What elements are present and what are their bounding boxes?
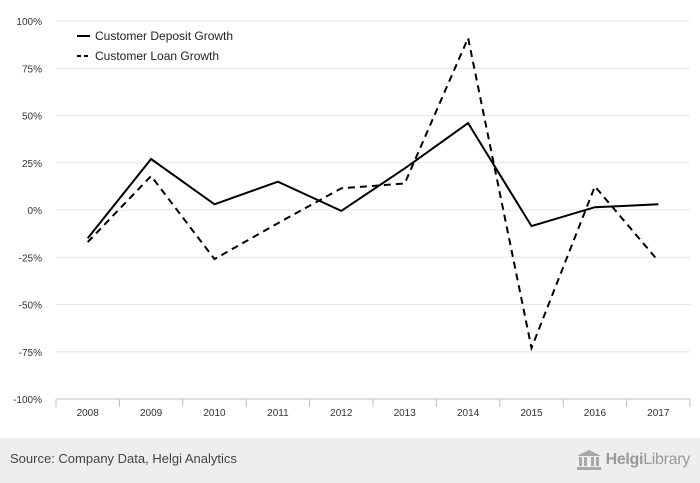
- series-lines: [86, 34, 660, 352]
- y-tick-label: 100%: [16, 17, 42, 28]
- x-tick-label: 2015: [520, 408, 543, 419]
- library-building-icon: [576, 450, 601, 470]
- y-tick-label: 75%: [22, 64, 42, 75]
- y-tick-label: -100%: [13, 395, 42, 406]
- brand-name-bold: Helgi: [605, 451, 644, 468]
- x-tick-label: 2012: [330, 408, 353, 419]
- line-chart: 100%75%50%25%0%-25%-50%-75%-100% 2008 200…: [13, 17, 691, 419]
- gridlines: [56, 20, 690, 353]
- x-tick-label: 2011: [267, 408, 289, 419]
- legend-label-2: Customer Loan Growth: [95, 49, 219, 63]
- x-tick-label: 2016: [584, 408, 607, 419]
- series-line-1: [86, 121, 659, 239]
- x-tick-label: 2009: [140, 408, 163, 419]
- legend-label-1: Customer Deposit Growth: [95, 29, 233, 43]
- series-line-2: [86, 34, 660, 352]
- x-tick-label: 2013: [394, 408, 417, 419]
- source-note: Source: Company Data, Helgi Analytics: [10, 451, 237, 466]
- y-axis-tick-labels: 100% 75% 50% 25% 0% -25% -50% -75% -100%: [13, 17, 42, 406]
- x-axis: 2008 2009 2010 2011 2012 2013 2014 2015 2016 2017: [55, 398, 691, 419]
- y-tick-label: 0%: [28, 206, 43, 217]
- brand-name: HelgiLibrary: [605, 451, 691, 469]
- x-tick-label: 2008: [77, 408, 100, 419]
- y-tick-label: -50%: [19, 301, 42, 312]
- footer-bar: [0, 438, 700, 483]
- brand-logo: HelgiLibrary: [576, 448, 690, 472]
- y-tick-label: 50%: [22, 112, 42, 123]
- legend: Customer Deposit Growth Customer Loan Gro…: [77, 29, 233, 63]
- y-tick-label: -75%: [19, 348, 42, 359]
- y-tick-label: 25%: [22, 159, 42, 170]
- x-tick-label: 2017: [647, 408, 670, 419]
- y-tick-label: -25%: [19, 253, 42, 264]
- x-tick-label: 2014: [457, 408, 480, 419]
- x-tick-label: 2010: [203, 408, 226, 419]
- brand-name-regular: Library: [643, 451, 690, 468]
